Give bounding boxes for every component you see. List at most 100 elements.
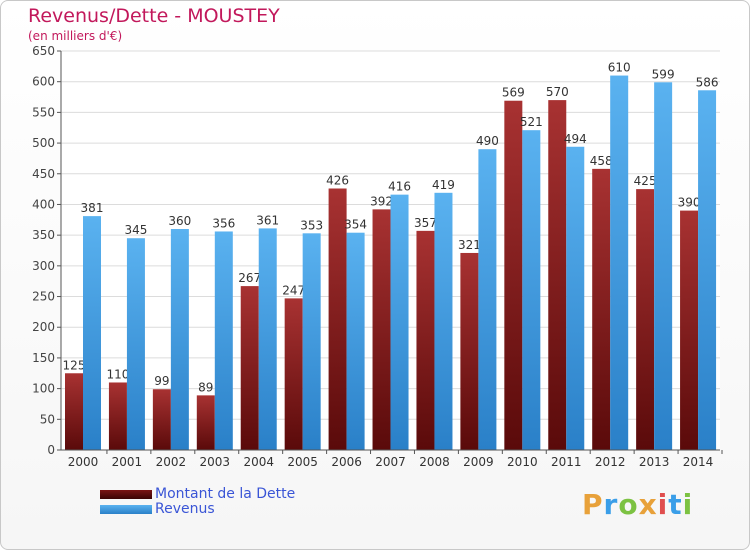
bar-revenus — [346, 232, 365, 450]
bar-debt — [284, 298, 303, 450]
bars: 125 381 110 345 99 360 89 356 267 361 247 353 426 354… — [63, 61, 719, 451]
data-label-revenus: 360 — [168, 214, 191, 228]
bar-revenus — [566, 146, 585, 450]
x-tick-label: 2013 — [639, 455, 670, 469]
legend-item-debt: Montant de la Dette — [100, 487, 295, 501]
bar-revenus — [654, 82, 673, 450]
chart-subtitle: (en milliers d'€) — [28, 29, 123, 43]
data-label-debt: 357 — [414, 216, 437, 230]
data-label-debt: 390 — [678, 196, 701, 210]
y-axis: 0 50 100 150 200 250 300 350 400 450 500 550 600 650 — [32, 44, 62, 457]
bar-revenus — [302, 233, 321, 450]
bar-revenus — [214, 231, 233, 450]
x-tick-label: 2000 — [68, 455, 99, 469]
bar-debt — [108, 382, 127, 450]
logo-letter: P — [582, 488, 604, 521]
logo-letter: t — [668, 488, 683, 521]
data-label-debt: 267 — [238, 271, 261, 285]
bar-debt — [196, 395, 215, 450]
y-tick-label: 400 — [32, 197, 55, 211]
bar-debt — [680, 210, 699, 450]
bar-revenus — [610, 75, 629, 451]
x-tick-label: 2009 — [463, 455, 494, 469]
bar-debt — [152, 389, 171, 450]
logo-letter: x — [638, 488, 658, 521]
x-tick-label: 2010 — [507, 455, 538, 469]
data-label-debt: 247 — [282, 283, 305, 297]
data-label-revenus: 354 — [344, 218, 367, 232]
bar-debt — [240, 286, 259, 450]
legend-swatch-revenus — [100, 504, 152, 514]
data-label-revenus: 353 — [300, 218, 323, 232]
legend-label-revenus: Revenus — [155, 501, 215, 517]
chart-title: Revenus/Dette - MOUSTEY — [28, 5, 280, 27]
y-tick-label: 500 — [32, 136, 55, 150]
bar-revenus — [390, 194, 409, 450]
legend-label-debt: Montant de la Dette — [155, 486, 296, 502]
x-tick-label: 2007 — [375, 455, 406, 469]
bar-debt — [328, 188, 347, 451]
bar-debt — [65, 373, 83, 450]
bar-revenus — [83, 216, 101, 450]
x-axis: 2000 2001 2002 2003 2004 2005 2006 2007 2008 2009… — [61, 449, 723, 469]
data-label-revenus: 416 — [388, 180, 411, 194]
bar-debt — [548, 100, 567, 450]
y-tick-label: 200 — [32, 320, 55, 334]
data-label-revenus: 381 — [81, 201, 104, 215]
x-tick-label: 2005 — [287, 455, 318, 469]
y-tick-label: 600 — [32, 75, 55, 89]
data-label-revenus: 361 — [256, 213, 279, 227]
x-tick-label: 2001 — [112, 455, 143, 469]
data-label-revenus: 599 — [652, 67, 675, 81]
bar-debt — [592, 168, 611, 450]
bar-revenus — [478, 149, 497, 450]
x-tick-label: 2014 — [683, 455, 714, 469]
x-tick-label: 2012 — [595, 455, 626, 469]
y-tick-label: 450 — [32, 167, 55, 181]
logo-letter: o — [618, 488, 639, 521]
bar-debt — [372, 209, 391, 450]
data-label-revenus: 521 — [520, 115, 543, 129]
y-tick-label: 0 — [47, 443, 55, 457]
data-label-debt: 89 — [198, 380, 213, 394]
data-label-revenus: 345 — [124, 223, 147, 237]
bar-revenus — [170, 229, 189, 450]
legend-swatch-debt — [100, 489, 152, 499]
data-label-debt: 426 — [326, 174, 349, 188]
bar-revenus — [258, 228, 277, 450]
bar-debt — [636, 189, 655, 450]
logo-letter: i — [657, 488, 669, 521]
x-tick-label: 2003 — [200, 455, 231, 469]
x-tick-label: 2008 — [419, 455, 450, 469]
x-tick-label: 2006 — [331, 455, 362, 469]
logo-letter: r — [603, 488, 619, 521]
data-label-debt: 110 — [106, 367, 129, 381]
y-tick-label: 100 — [32, 382, 55, 396]
data-label-revenus: 610 — [608, 61, 631, 75]
legend-item-revenus: Revenus — [100, 502, 215, 516]
y-tick-label: 50 — [40, 412, 55, 426]
y-tick-label: 250 — [32, 290, 55, 304]
bar-debt — [460, 252, 479, 450]
data-label-debt: 321 — [458, 238, 481, 252]
bar-revenus — [126, 238, 145, 450]
data-label-debt: 99 — [154, 374, 169, 388]
data-label-debt: 425 — [634, 174, 657, 188]
y-tick-label: 150 — [32, 351, 55, 365]
bar-debt — [504, 100, 523, 451]
data-label-debt: 569 — [502, 86, 525, 100]
x-tick-label: 2002 — [156, 455, 187, 469]
data-label-debt: 125 — [63, 358, 86, 372]
bar-revenus — [522, 130, 541, 450]
bar-revenus — [434, 192, 453, 450]
bar-debt — [416, 230, 435, 450]
data-label-revenus: 586 — [696, 75, 719, 89]
y-tick-label: 300 — [32, 259, 55, 273]
x-tick-label: 2004 — [243, 455, 274, 469]
bar-revenus — [698, 90, 717, 450]
data-label-revenus: 494 — [564, 132, 587, 146]
y-tick-label: 650 — [32, 44, 55, 58]
data-label-debt: 570 — [546, 85, 569, 99]
data-label-debt: 392 — [370, 194, 393, 208]
